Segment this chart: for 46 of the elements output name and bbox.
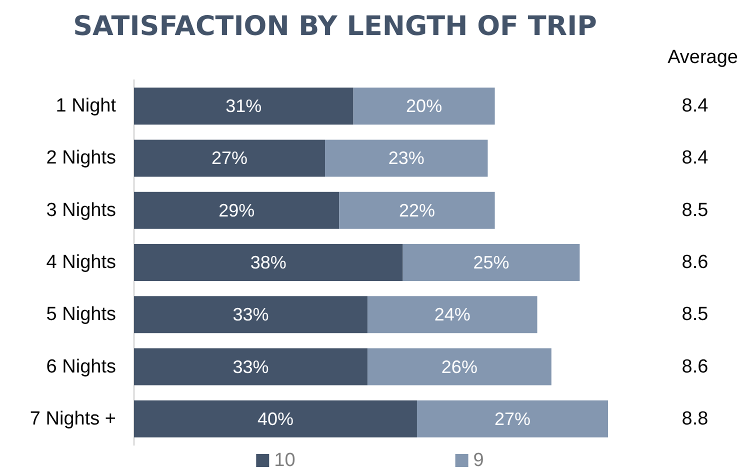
bar bbox=[367, 296, 538, 334]
y-tick-label: 4 Nights bbox=[46, 252, 116, 273]
data-label: 24% bbox=[434, 304, 470, 325]
text: Average bbox=[668, 47, 738, 68]
text: 8.5 bbox=[682, 304, 708, 326]
y-tick-label: 5 Nights bbox=[46, 304, 116, 326]
bar bbox=[416, 400, 608, 438]
data-label: 22% bbox=[398, 200, 435, 220]
y-tick-label: 2 Nights bbox=[46, 148, 116, 169]
y-tick-label: 6 Nights bbox=[46, 356, 116, 378]
text: 8.6 bbox=[682, 252, 708, 273]
bar bbox=[134, 140, 326, 177]
bar bbox=[367, 348, 552, 386]
bar bbox=[134, 192, 340, 229]
y-tick-label: 7 Nights + bbox=[30, 408, 116, 430]
data-label: 33% bbox=[232, 304, 269, 325]
text: 8.4 bbox=[682, 96, 709, 117]
data-label: 40% bbox=[257, 408, 294, 429]
data-label: 38% bbox=[250, 252, 286, 272]
data-label: 27% bbox=[494, 408, 531, 429]
bar bbox=[134, 400, 417, 438]
data-label: 23% bbox=[388, 148, 424, 168]
data-label: 25% bbox=[473, 252, 510, 272]
data-label: 29% bbox=[218, 200, 255, 220]
text: 8.4 bbox=[682, 148, 709, 169]
y-tick-label: 3 Nights bbox=[46, 200, 116, 221]
bar bbox=[339, 192, 495, 229]
data-label: 20% bbox=[406, 96, 442, 116]
text: 8.8 bbox=[682, 408, 708, 430]
data-label: 27% bbox=[211, 148, 248, 168]
bar bbox=[134, 296, 368, 334]
chart-title: SATISFACTION BY LENGTH OF TRIP bbox=[73, 11, 597, 42]
data-label: 33% bbox=[232, 356, 269, 377]
bar bbox=[353, 88, 495, 125]
data-label: 31% bbox=[226, 96, 262, 116]
bar bbox=[134, 88, 354, 125]
text: 8.6 bbox=[682, 356, 708, 378]
bar bbox=[325, 140, 488, 177]
data-label: 26% bbox=[441, 356, 478, 377]
legend-label: 9 bbox=[473, 450, 484, 471]
bar bbox=[134, 348, 368, 386]
bar bbox=[402, 244, 580, 281]
bar bbox=[134, 244, 403, 281]
y-tick-label: 1 Night bbox=[56, 96, 117, 117]
text: 8.5 bbox=[682, 200, 708, 221]
legend-label: 10 bbox=[274, 450, 296, 471]
